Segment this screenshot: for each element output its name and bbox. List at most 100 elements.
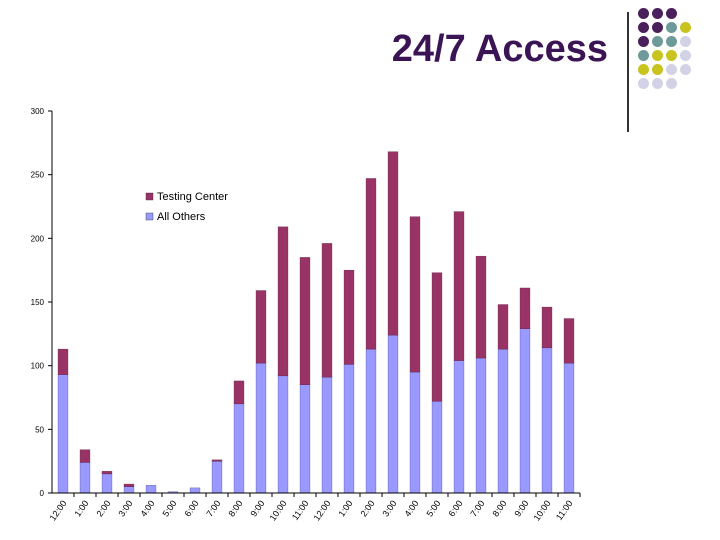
decorative-dot bbox=[680, 36, 691, 47]
bar-testing-center bbox=[299, 257, 311, 385]
bar-all-others bbox=[431, 401, 443, 494]
bar-testing-center bbox=[431, 272, 443, 402]
bar-all-others bbox=[57, 374, 69, 494]
x-tick-label: 6:00 bbox=[182, 498, 200, 518]
bar-all-others bbox=[453, 360, 465, 494]
bar-all-others bbox=[409, 371, 421, 494]
x-tick-label: 5:00 bbox=[160, 498, 178, 518]
x-tick-label: 1:00 bbox=[336, 498, 354, 518]
bar-all-others bbox=[145, 485, 157, 494]
decorative-dot bbox=[666, 36, 677, 47]
decorative-dot bbox=[652, 22, 663, 33]
y-axis: 0 50 100 150 200 250 300 bbox=[31, 107, 53, 498]
x-axis: 12:00 1:00 2:00 3:00 4:00 5:00 6:00 7:00 8:00 9:0… bbox=[48, 492, 581, 523]
decorative-dot bbox=[652, 78, 663, 89]
bar-testing-center bbox=[453, 211, 465, 361]
decorative-dot bbox=[680, 22, 691, 33]
x-tick-label: 5:00 bbox=[424, 498, 442, 518]
decorative-dot bbox=[638, 8, 649, 19]
bar-testing-center bbox=[277, 226, 289, 377]
bar-all-others bbox=[277, 375, 289, 494]
bar-testing-center bbox=[409, 216, 421, 373]
decorative-dot bbox=[638, 64, 649, 75]
bar-testing-center bbox=[57, 348, 69, 375]
x-tick-label: 11:00 bbox=[290, 498, 311, 522]
bar-all-others bbox=[563, 362, 575, 494]
y-tick-label: 300 bbox=[31, 107, 45, 116]
bar-all-others bbox=[387, 334, 399, 494]
x-tick-label: 8:00 bbox=[226, 498, 244, 518]
bar-testing-center bbox=[255, 290, 267, 364]
x-tick-label: 10:00 bbox=[268, 498, 289, 522]
title-divider bbox=[627, 12, 629, 132]
legend: Testing Center All Others bbox=[145, 191, 228, 223]
decorative-dot bbox=[666, 50, 677, 61]
legend-label: All Others bbox=[157, 211, 206, 223]
decorative-dot-grid bbox=[638, 8, 718, 118]
bar-testing-center bbox=[321, 243, 333, 378]
x-tick-label: 12:00 bbox=[48, 498, 69, 522]
decorative-dot bbox=[638, 22, 649, 33]
legend-swatch bbox=[145, 192, 154, 201]
decorative-dot bbox=[652, 8, 663, 19]
bar-testing-center bbox=[387, 151, 399, 336]
bar-all-others bbox=[123, 486, 135, 494]
x-tick-label: 4:00 bbox=[402, 498, 420, 518]
bar-all-others bbox=[189, 487, 201, 494]
y-tick-label: 0 bbox=[40, 489, 45, 498]
y-tick-label: 200 bbox=[31, 234, 45, 243]
decorative-dot bbox=[652, 64, 663, 75]
y-tick-label: 50 bbox=[35, 425, 44, 434]
x-tick-label: 10:00 bbox=[532, 498, 553, 522]
decorative-dot bbox=[638, 50, 649, 61]
bar-testing-center bbox=[475, 255, 487, 359]
bar-testing-center bbox=[343, 269, 355, 365]
decorative-dot bbox=[666, 8, 677, 19]
x-tick-label: 12:00 bbox=[312, 498, 333, 522]
x-tick-label: 7:00 bbox=[204, 498, 222, 518]
decorative-dot bbox=[638, 36, 649, 47]
y-tick-label: 100 bbox=[31, 362, 45, 371]
decorative-dot bbox=[680, 64, 691, 75]
bar-all-others bbox=[255, 362, 267, 494]
x-tick-label: 1:00 bbox=[72, 498, 90, 518]
legend-label: Testing Center bbox=[157, 191, 228, 203]
x-tick-label: 2:00 bbox=[94, 498, 112, 518]
bar-all-others bbox=[541, 347, 553, 494]
bar-testing-center bbox=[519, 287, 531, 329]
decorative-dot bbox=[652, 36, 663, 47]
bar-testing-center bbox=[563, 318, 575, 364]
bar-all-others bbox=[365, 348, 377, 494]
bar-testing-center bbox=[233, 380, 245, 405]
y-tick-label: 150 bbox=[31, 298, 45, 307]
x-tick-label: 3:00 bbox=[116, 498, 134, 518]
bar-all-others bbox=[321, 376, 333, 494]
bar-testing-center bbox=[541, 306, 553, 349]
bar-testing-center bbox=[365, 178, 377, 350]
bar-testing-center bbox=[211, 459, 223, 462]
bar-all-others bbox=[101, 473, 113, 494]
legend-swatch bbox=[145, 212, 154, 221]
x-tick-label: 7:00 bbox=[468, 498, 486, 518]
bar-all-others bbox=[343, 364, 355, 494]
bar-all-others bbox=[299, 384, 311, 494]
decorative-dot bbox=[680, 50, 691, 61]
bar-all-others bbox=[475, 357, 487, 494]
bar-all-others bbox=[497, 348, 509, 494]
x-tick-label: 2:00 bbox=[358, 498, 376, 518]
bar-testing-center bbox=[497, 304, 509, 350]
decorative-dot bbox=[652, 50, 663, 61]
decorative-dot bbox=[666, 22, 677, 33]
x-tick-label: 6:00 bbox=[446, 498, 464, 518]
decorative-dot bbox=[666, 78, 677, 89]
x-tick-label: 9:00 bbox=[248, 498, 266, 518]
bar-all-others bbox=[519, 328, 531, 494]
bar-testing-center bbox=[101, 471, 113, 475]
x-tick-label: 11:00 bbox=[554, 498, 575, 522]
bars bbox=[57, 151, 575, 494]
decorative-dot bbox=[666, 64, 677, 75]
decorative-dot bbox=[638, 78, 649, 89]
y-tick-label: 250 bbox=[31, 171, 45, 180]
x-tick-label: 3:00 bbox=[380, 498, 398, 518]
